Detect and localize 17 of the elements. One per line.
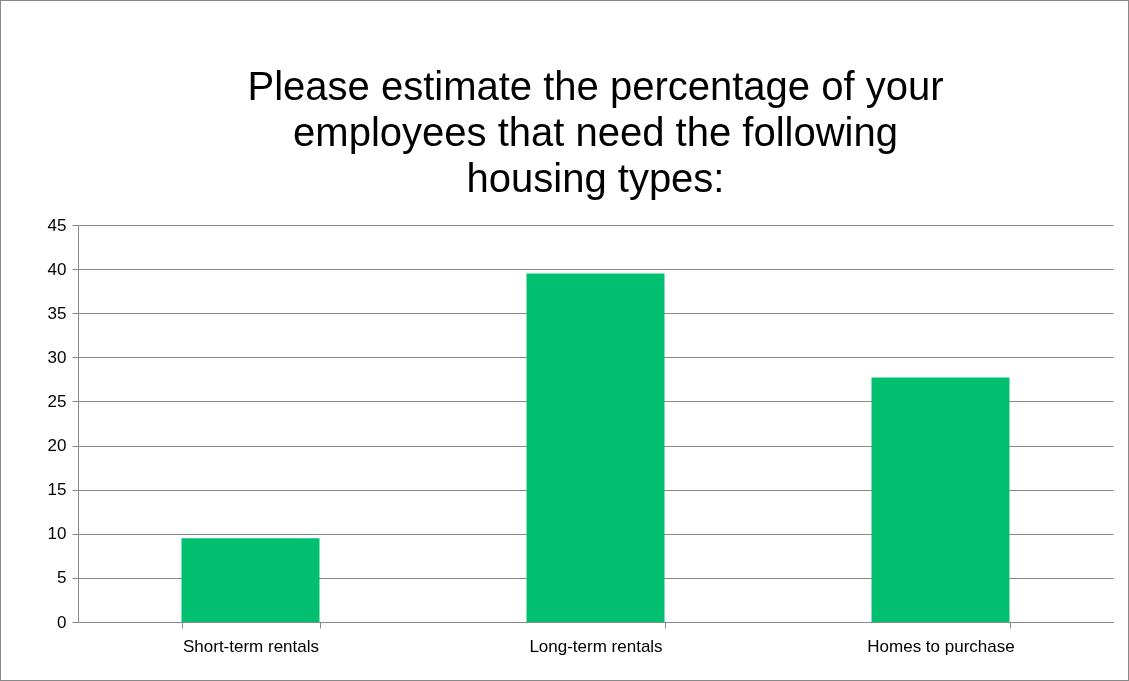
- x-tick-label: Homes to purchase: [867, 636, 1015, 656]
- x-tick-label: Short-term rentals: [182, 636, 320, 656]
- y-tick-label: 30: [47, 347, 67, 367]
- x-tick-label: Long-term rentals: [529, 636, 663, 656]
- y-tick-label: 0: [57, 612, 67, 632]
- y-tick-label: 5: [57, 568, 67, 588]
- chart-title: Please estimate the percentage of your employees that need the following housing types:: [247, 64, 944, 200]
- bar: [526, 273, 665, 622]
- y-tick-label: 20: [47, 436, 67, 456]
- y-tick-label: 40: [47, 259, 67, 279]
- y-tick-label: 10: [47, 524, 67, 544]
- y-tick-label: 35: [47, 303, 67, 323]
- y-tick-label: 45: [47, 215, 67, 235]
- bar: [871, 377, 1010, 622]
- y-tick-label: 25: [47, 391, 67, 411]
- bar: [181, 538, 320, 622]
- y-tick-label: 15: [47, 480, 67, 500]
